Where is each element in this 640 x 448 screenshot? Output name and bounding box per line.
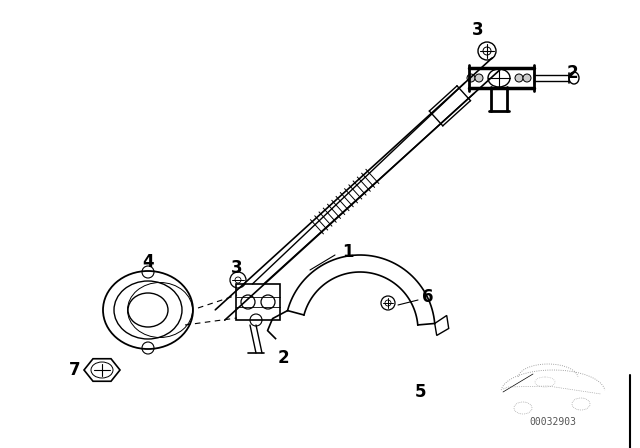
- Text: 2: 2: [566, 64, 578, 82]
- Text: 5: 5: [414, 383, 426, 401]
- Text: 1: 1: [342, 243, 354, 261]
- Circle shape: [475, 74, 483, 82]
- Text: 4: 4: [142, 253, 154, 271]
- Text: 3: 3: [472, 21, 484, 39]
- Circle shape: [515, 74, 523, 82]
- Text: 7: 7: [69, 361, 81, 379]
- Text: 2: 2: [277, 349, 289, 367]
- Text: 6: 6: [422, 288, 434, 306]
- Circle shape: [467, 74, 475, 82]
- Text: 3: 3: [231, 259, 243, 277]
- Text: 00032903: 00032903: [529, 417, 577, 427]
- Circle shape: [523, 74, 531, 82]
